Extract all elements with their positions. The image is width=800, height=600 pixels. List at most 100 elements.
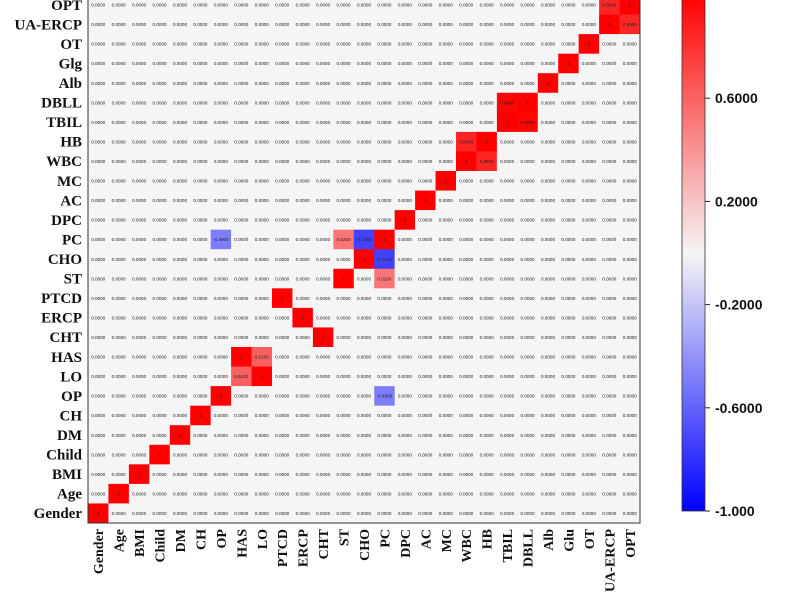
heatmap-cell bbox=[88, 327, 109, 348]
heatmap-cell-value: 0.0000 bbox=[193, 355, 207, 360]
heatmap-cell bbox=[128, 190, 150, 211]
heatmap-cell-value: 0.0000 bbox=[357, 433, 371, 438]
heatmap-cell bbox=[272, 131, 293, 152]
heatmap-cell-value: 0.0000 bbox=[602, 237, 616, 242]
heatmap-cell-value: 0.0000 bbox=[418, 42, 432, 47]
heatmap-cell bbox=[517, 73, 539, 94]
heatmap-cell-value: -0.7300 bbox=[356, 237, 372, 242]
heatmap-cell bbox=[333, 483, 355, 504]
heatmap-cell bbox=[190, 386, 211, 406]
column-label: Child bbox=[154, 529, 169, 563]
heatmap-cell bbox=[537, 34, 559, 54]
heatmap-cell bbox=[128, 444, 150, 465]
heatmap-cell bbox=[415, 151, 436, 172]
heatmap-cell bbox=[476, 327, 498, 348]
heatmap-cell-value: 0.0000 bbox=[602, 433, 616, 438]
heatmap-cell bbox=[619, 92, 641, 113]
column-label: DPC bbox=[399, 529, 414, 558]
heatmap-cell bbox=[292, 405, 314, 426]
heatmap-cell-value: 0.0000 bbox=[275, 81, 289, 86]
heatmap-cell-value: 0.0000 bbox=[173, 179, 187, 184]
heatmap-cell bbox=[210, 425, 232, 446]
heatmap-cell bbox=[558, 288, 579, 309]
heatmap-cell bbox=[599, 405, 620, 426]
heatmap-cell bbox=[231, 210, 252, 230]
heatmap-cell-value: 0.0000 bbox=[173, 42, 187, 47]
heatmap-cell-value: 0.0000 bbox=[214, 315, 228, 320]
heatmap-cell-value: 0.0000 bbox=[132, 433, 146, 438]
heatmap-cell-value: 0.0000 bbox=[398, 120, 412, 125]
heatmap-cell-value: 1 bbox=[158, 452, 161, 457]
heatmap-cell bbox=[415, 112, 436, 133]
heatmap-cell bbox=[190, 73, 211, 94]
heatmap-cell bbox=[88, 366, 109, 387]
heatmap-cell-value: 0.0000 bbox=[439, 452, 453, 457]
heatmap-cell bbox=[558, 405, 579, 426]
heatmap-cell-value: 1 bbox=[404, 218, 407, 223]
heatmap-cell bbox=[599, 210, 620, 230]
heatmap-cell bbox=[190, 14, 211, 35]
heatmap-cell bbox=[272, 171, 293, 191]
heatmap-cell-value: 0.0000 bbox=[91, 374, 105, 379]
heatmap-cell bbox=[578, 327, 600, 348]
column-label: Age bbox=[113, 529, 128, 552]
heatmap-cell-value: 0.0000 bbox=[153, 355, 167, 360]
heatmap-cell-value: 0.0000 bbox=[91, 198, 105, 203]
heatmap-cell-value: 0.0000 bbox=[173, 218, 187, 223]
heatmap-cell bbox=[312, 171, 334, 191]
heatmap-cell-value: 1 bbox=[199, 413, 202, 418]
heatmap-cell bbox=[558, 229, 579, 250]
heatmap-cell bbox=[599, 249, 620, 270]
heatmap-cell bbox=[599, 151, 620, 172]
heatmap-cell bbox=[108, 405, 130, 426]
heatmap-cell bbox=[353, 288, 375, 309]
heatmap-cell-value: 0.0000 bbox=[398, 394, 412, 399]
heatmap-cell-value: 0.0000 bbox=[357, 394, 371, 399]
heatmap-cell-value: 0.0000 bbox=[541, 491, 555, 496]
heatmap-cell-value: 1 bbox=[567, 61, 570, 66]
heatmap-cell bbox=[476, 34, 498, 54]
heatmap-cell bbox=[190, 444, 211, 465]
heatmap-cell-value: 0.0000 bbox=[296, 22, 310, 27]
heatmap-cell bbox=[312, 483, 334, 504]
heatmap-cell bbox=[210, 0, 232, 15]
heatmap-cell-value: 0.0000 bbox=[541, 413, 555, 418]
heatmap-cell bbox=[619, 190, 641, 211]
heatmap-cell-value: 0.0000 bbox=[132, 22, 146, 27]
heatmap-cell bbox=[619, 73, 641, 94]
heatmap-cell-value: 0.0000 bbox=[623, 413, 637, 418]
heatmap-cell bbox=[108, 307, 130, 328]
heatmap-cell bbox=[149, 268, 171, 289]
heatmap-cell-value: 0.0000 bbox=[153, 61, 167, 66]
heatmap-cell bbox=[190, 151, 211, 172]
heatmap-cell-value: 0.0000 bbox=[480, 120, 494, 125]
heatmap-cell bbox=[476, 347, 498, 367]
heatmap-cell-value: 0.0000 bbox=[623, 394, 637, 399]
heatmap-cell bbox=[558, 190, 579, 211]
heatmap-cell bbox=[190, 347, 211, 367]
heatmap-cell bbox=[231, 327, 252, 348]
heatmap-cell bbox=[149, 249, 171, 270]
heatmap-cell bbox=[619, 112, 641, 133]
heatmap-cell-value: 0.0000 bbox=[377, 22, 391, 27]
heatmap-cell bbox=[353, 14, 375, 35]
heatmap-cell-value: 0.0000 bbox=[480, 3, 494, 8]
heatmap-cell-value: 0.0000 bbox=[357, 218, 371, 223]
heatmap-cell bbox=[231, 73, 252, 94]
heatmap-cell-value: 0.0000 bbox=[377, 179, 391, 184]
heatmap-cell-value: 0.0000 bbox=[275, 511, 289, 516]
heatmap-cell-value: 0.0000 bbox=[91, 452, 105, 457]
heatmap-cell-value: 0.0000 bbox=[500, 355, 514, 360]
heatmap-cell bbox=[415, 190, 436, 211]
heatmap-cell bbox=[108, 366, 130, 387]
heatmap-cell-value: 0.0000 bbox=[153, 296, 167, 301]
heatmap-cell-value: 0.0000 bbox=[541, 315, 555, 320]
heatmap-cell-value: 1 bbox=[179, 433, 182, 438]
heatmap-cell-value: 0.0000 bbox=[255, 413, 269, 418]
heatmap-cell bbox=[599, 34, 620, 54]
heatmap-cell-value: 0.0000 bbox=[316, 3, 330, 8]
heatmap-cell bbox=[272, 0, 293, 15]
heatmap-cell-value: 0.0000 bbox=[214, 335, 228, 340]
heatmap-cell bbox=[169, 14, 191, 35]
heatmap-cell bbox=[88, 425, 109, 446]
